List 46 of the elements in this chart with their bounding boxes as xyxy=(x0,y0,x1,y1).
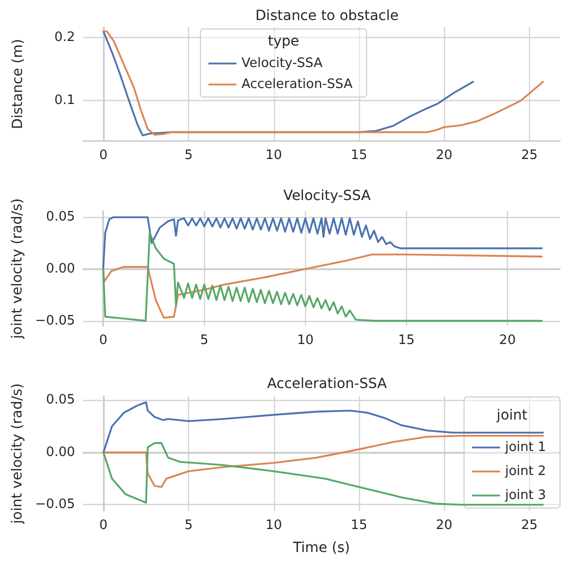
line-series xyxy=(102,216,543,270)
y-tick-label: 0.1 xyxy=(54,93,75,108)
x-tick-label: 20 xyxy=(499,333,516,348)
x-tick-label: 5 xyxy=(200,333,208,348)
line-series xyxy=(102,232,543,322)
x-tick-label: 10 xyxy=(297,333,314,348)
chart-title: Distance to obstacle xyxy=(255,8,399,24)
y-tick-label: 0.00 xyxy=(46,444,75,460)
y-tick-label: 0.00 xyxy=(46,262,75,277)
x-tick-label: 15 xyxy=(350,518,368,533)
y-tick-label: 0.05 xyxy=(46,210,75,225)
y-tick-label: 0.2 xyxy=(54,30,75,46)
y-tick-label: −0.05 xyxy=(35,313,75,328)
x-tick-label: 0 xyxy=(99,333,108,348)
line-series xyxy=(102,442,544,506)
legend-title: joint xyxy=(496,408,528,424)
legend-title: type xyxy=(268,34,300,50)
x-tick-label: 25 xyxy=(521,148,538,163)
y-tick-label: 0.05 xyxy=(46,392,75,408)
legend-label: joint 1 xyxy=(504,440,546,455)
y-axis-title: joint velocity (rad/s) xyxy=(9,198,26,340)
legend-label: joint 2 xyxy=(504,464,546,479)
x-tick-label: 0 xyxy=(99,148,108,163)
legend-label: Velocity-SSA xyxy=(241,56,323,71)
x-tick-label: 20 xyxy=(436,148,452,163)
line-series xyxy=(102,254,543,319)
x-tick-label: 25 xyxy=(521,518,538,533)
x-tick-label: 5 xyxy=(184,518,193,533)
y-axis-title: Distance (m) xyxy=(10,38,26,130)
x-tick-label: 10 xyxy=(266,518,282,533)
line-series xyxy=(102,30,544,136)
x-tick-label: 15 xyxy=(398,333,415,348)
legend-label: Acceleration-SSA xyxy=(241,77,353,92)
chart-title: Velocity-SSA xyxy=(283,188,372,204)
line-series xyxy=(102,401,544,454)
x-tick-label: 20 xyxy=(436,518,452,533)
x-axis-title: Time (s) xyxy=(292,540,350,556)
legend-label: joint 3 xyxy=(504,488,546,503)
x-tick-label: 10 xyxy=(266,148,282,163)
line-series xyxy=(102,434,544,488)
y-axis-title: joint velocity (rad/s) xyxy=(9,383,26,525)
x-tick-label: 15 xyxy=(350,148,368,163)
y-tick-label: −0.05 xyxy=(35,497,75,512)
x-tick-label: 0 xyxy=(99,518,108,533)
chart-title: Acceleration-SSA xyxy=(267,376,388,392)
x-tick-label: 5 xyxy=(184,148,193,163)
